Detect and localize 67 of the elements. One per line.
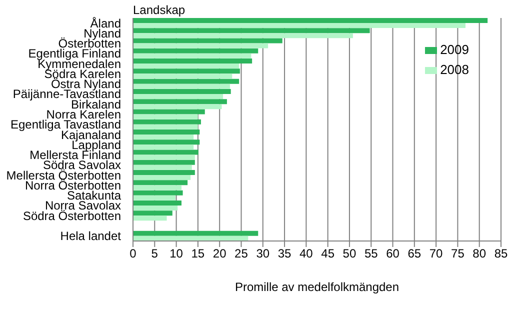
x-tick-label: 55 [364,246,378,261]
x-tick-label: 75 [451,246,465,261]
bar [133,180,188,186]
y-tick-label: Hela landet [60,229,122,244]
bar [133,124,198,130]
bar [133,160,195,165]
bar [133,140,200,145]
bar [133,78,240,84]
bar [133,154,195,160]
x-tick-label: 20 [212,246,227,261]
x-tick-label: 40 [299,246,314,261]
x-tick-label: 70 [429,246,444,261]
x-tick-label: 65 [408,246,422,261]
x-tick-label: 85 [494,246,508,261]
bar [133,53,252,58]
bar [133,84,230,89]
bar [133,68,240,74]
legend-label: 2009 [440,41,469,59]
bar [133,64,240,69]
bar [133,18,488,23]
bar [133,185,182,190]
y-tick-label: Nyland [84,26,121,40]
x-tick-label: 45 [321,246,335,261]
bar [133,205,178,210]
x-tick-label: 80 [472,246,486,261]
bar [133,99,227,104]
x-tick-label: 25 [234,246,248,261]
x-tick-label: 30 [256,246,270,261]
bar [133,210,172,216]
x-tick-label: 5 [151,246,158,261]
bar [133,130,200,134]
x-tick-label: 60 [386,246,400,261]
x-tick-label: 35 [278,246,292,261]
x-tick-label: 10 [170,246,184,261]
x-axis-title: Promille av medelfolkmängden [234,280,400,294]
bar [133,109,205,114]
bar [133,119,201,124]
bar [133,48,258,54]
bar [133,164,192,170]
x-tick-label: 0 [130,246,137,261]
bar [133,175,191,180]
bar [133,150,198,155]
bar [133,33,353,38]
bar [133,195,176,200]
bar [133,200,182,206]
x-tick-label: 50 [342,246,356,261]
legend-label: 2008 [440,61,469,79]
bar [133,216,167,221]
bar [133,190,183,196]
bar [133,230,258,236]
bar [133,23,466,28]
y-tick-label: Södra Österbotten [22,208,121,223]
bar [133,38,282,44]
bar [133,114,198,120]
y-axis-title: Landskap [133,3,186,17]
bar [133,170,195,176]
bar [133,134,194,140]
bar [133,144,194,150]
bar [133,28,370,34]
bar [133,58,252,64]
bar [133,94,224,99]
x-tick-label: 15 [191,246,205,261]
bar [133,43,268,48]
bar [133,104,222,110]
bar [133,74,232,79]
bar [133,88,231,94]
y-tick-label: Kajanaland [60,128,121,142]
